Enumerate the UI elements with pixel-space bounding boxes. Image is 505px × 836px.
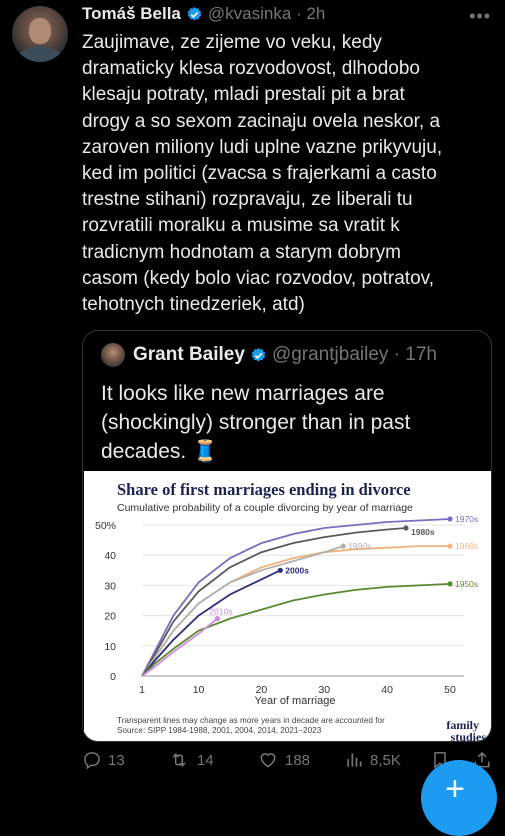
series-label-1980s: 1980s <box>411 527 435 537</box>
quote-text: It looks like new marriages are (shockin… <box>101 382 411 463</box>
y-tick-label: 40 <box>104 550 116 562</box>
retweet-count: 14 <box>197 751 214 769</box>
x-axis: 1 10 20 30 40 50 <box>139 684 456 696</box>
x-tick-label: 20 <box>256 684 268 696</box>
series-endpoint-2010s <box>214 616 221 622</box>
y-tick-label: 30 <box>104 580 116 592</box>
series-label-1960s: 1960s <box>455 541 478 551</box>
series-line-2000s <box>141 569 281 677</box>
series-endpoint-1990s <box>340 543 346 549</box>
series-endpoint-1980s <box>403 525 409 531</box>
like-count: 188 <box>285 751 311 769</box>
quote-time: 17h <box>405 344 437 365</box>
series-label-2000s: 2000s <box>285 565 309 575</box>
x-tick-label: 10 <box>193 684 205 696</box>
quote-author-name: Grant Bailey <box>133 344 245 365</box>
tweet-avatar[interactable] <box>12 6 68 62</box>
tweet-time[interactable]: 2h <box>306 4 326 23</box>
reply-icon <box>84 752 100 770</box>
series-label-1950s: 1950s <box>455 579 478 589</box>
series-label-1990s: 1990s <box>348 541 371 551</box>
series-line-1970s <box>141 518 451 677</box>
like-button[interactable]: 188 <box>257 750 310 770</box>
compose-button[interactable]: + <box>421 760 497 836</box>
series-line-1980s <box>141 527 407 677</box>
series-endpoint-1950s <box>447 581 453 587</box>
plus-icon: + <box>445 770 465 808</box>
x-tick-label: 30 <box>318 684 330 696</box>
x-tick-label: 1 <box>139 684 145 696</box>
quote-header: Grant Bailey @grantjbailey · 17h <box>101 343 437 367</box>
y-tick-label: 20 <box>104 611 116 623</box>
y-tick-label: 10 <box>104 641 116 653</box>
retweet-icon <box>172 753 186 767</box>
family-studies-logo: family <box>446 718 479 732</box>
dot-separator: · <box>388 344 406 365</box>
family-studies-logo: studies <box>451 730 487 742</box>
heart-icon <box>260 753 276 768</box>
verified-badge-icon <box>251 347 266 361</box>
view-count: 8,5K <box>370 751 401 769</box>
tweet-actions: 13 14 188 8,5K <box>82 750 500 776</box>
chart-footnote-2: Source: SIPP 1984-1988, 2001, 2004, 2014… <box>117 726 322 735</box>
series-label-1970s: 1970s <box>455 514 478 524</box>
reply-count: 13 <box>108 751 125 769</box>
tweet-text: Zaujimave, ze zijeme vo veku, kedy drama… <box>82 32 443 316</box>
reply-button[interactable]: 13 <box>82 750 125 770</box>
quote-avatar <box>101 343 125 367</box>
dot-separator: · <box>291 4 307 23</box>
y-axis: 0 10 20 30 40 50% <box>95 520 116 683</box>
x-axis-label: Year of marriage <box>255 695 336 707</box>
author-name[interactable]: Tomáš Bella <box>82 4 181 23</box>
more-icon[interactable]: ••• <box>469 6 491 26</box>
x-tick-label: 50 <box>444 684 456 696</box>
chart-image[interactable]: Share of first marriages ending in divor… <box>84 471 491 742</box>
views-button[interactable]: 8,5K <box>344 750 401 770</box>
chart-title: Share of first marriages ending in divor… <box>117 480 411 499</box>
series-endpoint-1970s <box>447 516 453 522</box>
verified-badge-icon <box>187 6 202 20</box>
x-tick-label: 40 <box>381 684 393 696</box>
divorce-chart: Share of first marriages ending in divor… <box>95 480 487 742</box>
tweet-header: Tomáš Bella @kvasinka · 2h <box>82 2 325 26</box>
retweet-button[interactable]: 14 <box>167 750 214 770</box>
series-label-2010s: 2010s <box>209 607 232 617</box>
series-endpoint-2000s <box>277 567 283 573</box>
y-tick-label: 0 <box>110 671 116 683</box>
quote-author-handle: @grantjbailey <box>271 344 389 365</box>
series-line-2010s <box>141 617 218 677</box>
series-endpoint-1960s <box>447 543 453 549</box>
quoted-tweet[interactable]: Grant Bailey @grantjbailey · 17h It look… <box>82 330 492 742</box>
series-line-1990s <box>141 545 344 677</box>
chart-series: 1970s 1980s 1960s 1990s 2000s 1950s 2010s <box>141 514 478 677</box>
views-icon <box>347 753 362 767</box>
y-tick-label: 50% <box>95 520 116 532</box>
author-handle[interactable]: @kvasinka <box>207 4 292 23</box>
chart-footnote-1: Transparent lines may change as more yea… <box>117 716 385 725</box>
chart-subtitle: Cumulative probability of a couple divor… <box>117 502 413 514</box>
series-line-1950s <box>141 583 451 677</box>
